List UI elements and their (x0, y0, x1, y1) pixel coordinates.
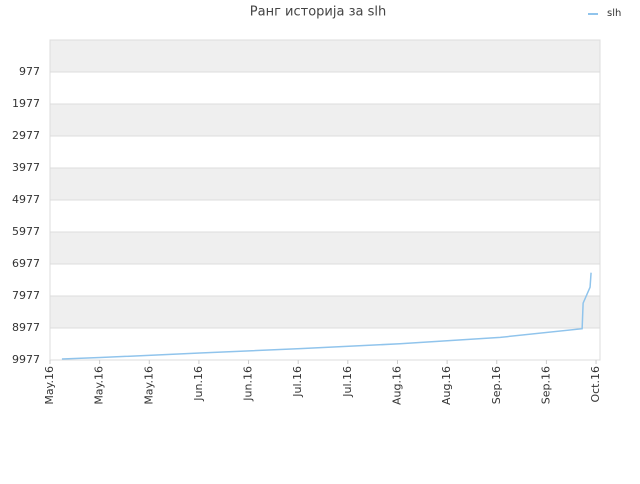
chart-title: Ранг историја за slh (250, 5, 386, 20)
x-tick-label: May.16 (93, 366, 106, 405)
y-tick-label: 4977 (12, 193, 40, 206)
y-tick-label: 5977 (12, 225, 40, 238)
x-tick-label: Sep.16 (490, 366, 503, 404)
y-tick-label: 3977 (12, 161, 40, 174)
y-tick-label: 7977 (12, 289, 40, 302)
band (50, 328, 600, 360)
x-tick-label: Aug.16 (440, 366, 453, 405)
y-tick-label: 9977 (12, 353, 40, 366)
band (50, 296, 600, 328)
band (50, 136, 600, 168)
y-tick-label: 977 (19, 65, 40, 78)
band (50, 200, 600, 232)
line (61, 272, 592, 360)
x-tick-label: May.16 (142, 366, 155, 405)
band (50, 40, 600, 72)
x-tick-label: Oct.16 (589, 366, 602, 403)
y-tick-label: 2977 (12, 129, 40, 142)
band (50, 72, 600, 104)
x-tick-label: Jun.16 (192, 366, 205, 402)
y-tick-label: 8977 (12, 321, 40, 334)
x-tick-label: Jun.16 (242, 366, 255, 402)
y-tick-label: 1977 (12, 97, 40, 110)
band (50, 232, 600, 264)
x-tick-label: Jul.16 (341, 366, 354, 398)
x-tick-label: Aug.16 (390, 366, 403, 405)
band (50, 264, 600, 296)
y-tick-label: 6977 (12, 257, 40, 270)
x-tick-label: Jul.16 (291, 366, 304, 398)
legend-label: slh (607, 8, 621, 19)
band (50, 168, 600, 200)
band (50, 104, 600, 136)
x-tick-label: May.16 (43, 366, 56, 405)
x-tick-label: Sep.16 (539, 366, 552, 404)
